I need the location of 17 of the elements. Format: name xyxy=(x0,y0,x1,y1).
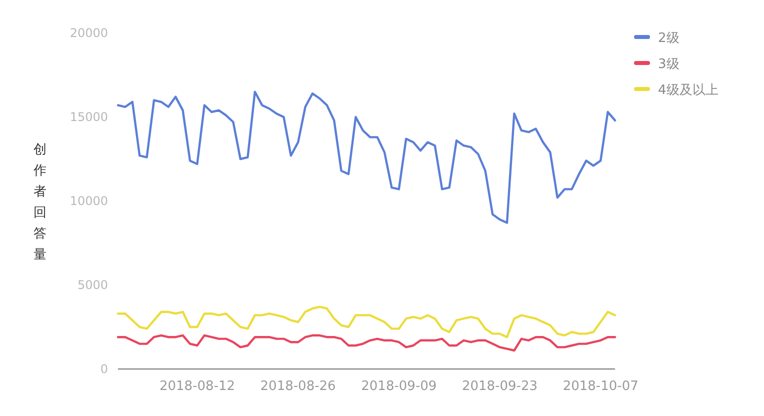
x-tick-label: 2018-09-09 xyxy=(361,379,437,394)
legend-label: 3级 xyxy=(658,57,680,72)
line-series xyxy=(116,306,616,338)
y-tick-label: 5000 xyxy=(77,278,108,292)
x-tick-label: 2018-08-12 xyxy=(159,379,236,394)
y-tick-label: 0 xyxy=(100,362,108,376)
y-tick-label: 20000 xyxy=(70,26,108,40)
ylabel: 创作者回答量 xyxy=(34,142,46,262)
x-tick-label: 2018-09-23 xyxy=(462,379,538,394)
line-series xyxy=(116,90,616,224)
legend-label: 2级 xyxy=(658,31,680,46)
y-tick-label: 10000 xyxy=(70,194,108,208)
x-tick-label: 2018-08-26 xyxy=(260,379,336,394)
y-tick-label: 15000 xyxy=(70,110,108,124)
x-tick-label: 2018-10-07 xyxy=(562,379,638,394)
legend-label: 4级及以上 xyxy=(658,83,718,98)
line-series xyxy=(116,334,616,352)
